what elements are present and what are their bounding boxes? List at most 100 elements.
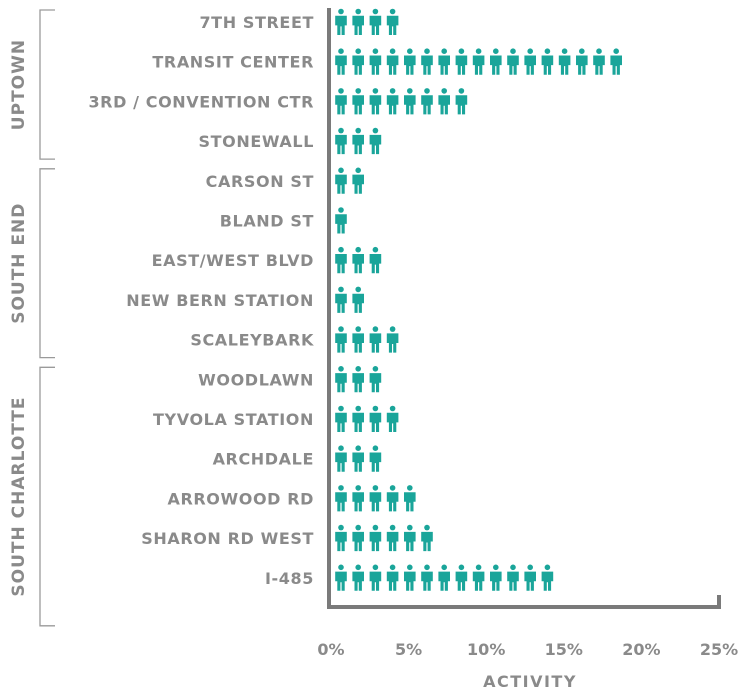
person-icon — [524, 564, 536, 591]
person-icon — [507, 564, 519, 591]
category-label: WOODLAWN — [198, 370, 314, 389]
x-tick-label: 5% — [395, 640, 422, 659]
person-icon — [352, 564, 364, 591]
person-icon — [576, 48, 588, 75]
group-label: SOUTH END — [9, 203, 29, 324]
group-bracket — [39, 168, 55, 359]
x-tick-label: 15% — [545, 640, 583, 659]
person-icon — [403, 485, 416, 512]
person-icon — [558, 48, 571, 75]
category-label: 7TH STREET — [199, 13, 314, 32]
person-icon — [369, 445, 382, 472]
person-icon — [352, 445, 364, 472]
person-icon — [472, 48, 485, 75]
person-icon — [369, 8, 382, 36]
person-icon — [369, 127, 382, 155]
person-icon — [369, 246, 382, 274]
person-icon — [352, 48, 364, 75]
person-icon — [386, 326, 399, 353]
category-label: ARROWOOD RD — [167, 489, 314, 508]
x-tick-label: 0% — [317, 640, 344, 659]
person-icon — [369, 48, 382, 75]
person-icon — [403, 524, 416, 552]
person-icon — [403, 88, 416, 115]
x-axis-label: ACTIVITY — [483, 672, 577, 691]
person-icon — [438, 88, 450, 115]
person-icon — [489, 48, 502, 75]
person-icon — [455, 48, 468, 75]
icon-bars — [335, 8, 622, 591]
person-icon — [335, 405, 347, 432]
person-icon — [335, 207, 347, 234]
person-icon — [421, 88, 433, 115]
person-icon — [335, 366, 347, 393]
person-icon — [386, 88, 399, 115]
person-icon — [369, 485, 382, 512]
person-icon — [352, 167, 364, 194]
person-icon — [438, 564, 450, 591]
person-icon — [386, 524, 399, 552]
person-icon — [421, 524, 433, 552]
person-icon — [335, 286, 347, 313]
bar — [335, 564, 554, 591]
category-label: STONEWALL — [199, 132, 314, 151]
group-bracket — [39, 366, 55, 627]
category-label: NEW BERN STATION — [126, 291, 314, 310]
category-label: 3RD / CONVENTION CTR — [88, 92, 314, 111]
person-icon — [541, 48, 554, 75]
person-icon — [369, 326, 382, 353]
person-icon — [335, 127, 347, 155]
bar — [335, 366, 382, 393]
category-label: EAST/WEST BLVD — [152, 251, 314, 270]
person-icon — [386, 405, 399, 432]
bar — [335, 405, 399, 432]
person-icon — [369, 366, 382, 393]
category-label: BLAND ST — [220, 212, 314, 231]
bar — [335, 48, 622, 75]
person-icon — [455, 88, 468, 115]
group-brackets — [39, 9, 55, 627]
group-bracket — [39, 9, 55, 160]
person-icon — [472, 564, 485, 591]
person-icon — [421, 564, 433, 591]
category-label: TYVOLA STATION — [153, 410, 314, 429]
category-labels: 7TH STREET TRANSIT CENTER 3RD / CONVENTION… — [88, 13, 314, 588]
person-icon — [421, 48, 433, 75]
person-icon — [352, 326, 364, 353]
person-icon — [541, 564, 554, 591]
bar — [335, 485, 416, 512]
person-icon — [455, 564, 468, 591]
person-icon — [352, 88, 364, 115]
person-icon — [610, 48, 622, 75]
x-tick-label: 25% — [700, 640, 738, 659]
category-label: I-485 — [265, 569, 314, 588]
person-icon — [386, 48, 399, 75]
person-icon — [369, 564, 382, 591]
person-icon — [386, 485, 399, 512]
category-label: SHARON RD WEST — [141, 529, 314, 548]
person-icon — [369, 88, 382, 115]
bar — [335, 524, 433, 552]
person-icon — [352, 524, 364, 552]
person-icon — [335, 246, 347, 274]
person-icon — [352, 8, 364, 36]
bar — [335, 8, 399, 36]
group-label: SOUTH CHARLOTTE — [9, 397, 29, 597]
person-icon — [335, 564, 347, 591]
category-label: CARSON ST — [206, 172, 314, 191]
person-icon — [352, 246, 364, 274]
person-icon — [593, 48, 605, 75]
person-icon — [369, 405, 382, 432]
person-icon — [524, 48, 536, 75]
x-tick-label: 20% — [622, 640, 660, 659]
person-icon — [335, 48, 347, 75]
person-icon — [335, 524, 347, 552]
person-icon — [335, 8, 347, 36]
x-tick-label: 10% — [467, 640, 505, 659]
bar — [335, 127, 382, 155]
bar — [335, 326, 399, 353]
person-icon — [352, 485, 364, 512]
person-icon — [335, 326, 347, 353]
person-icon — [335, 485, 347, 512]
